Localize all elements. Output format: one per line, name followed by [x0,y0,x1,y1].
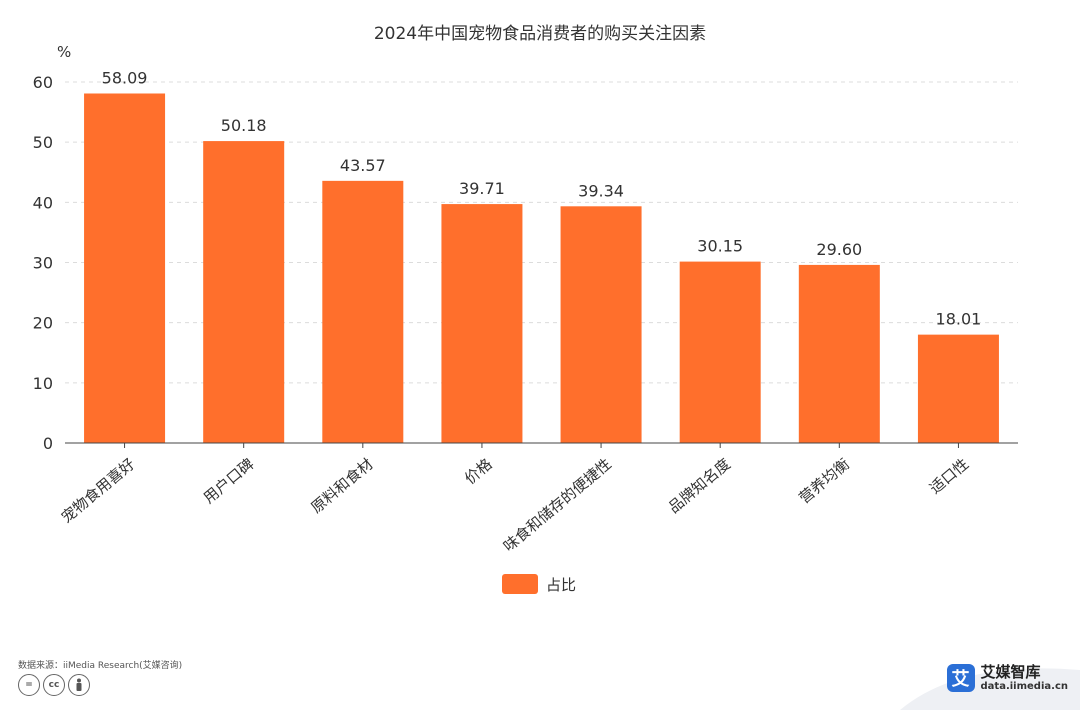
chart-title: 2024年中国宠物食品消费者的购买关注因素 [374,24,706,44]
value-label: 18.01 [936,310,982,329]
x-tick-label: 营养均衡 [796,455,854,507]
bar[interactable] [560,206,642,443]
value-labels: 58.09 50.18 43.57 39.71 39.34 30.15 29.60 18.01 [102,68,982,328]
bar[interactable] [441,204,523,443]
bar[interactable] [798,264,880,443]
license-icons: = cc [18,674,90,696]
x-tick-label: 价格 [461,455,496,488]
bar[interactable] [322,180,404,444]
y-axis-ticks: 0 10 20 30 40 50 60 [33,73,53,453]
y-axis-unit: % [57,43,71,61]
x-tick-label: 原料和食材 [308,455,377,517]
brand-wave-decoration [900,668,1080,710]
bars [84,93,999,444]
y-tick-label: 50 [33,133,53,152]
y-tick-label: 0 [43,434,53,453]
brand-logo-icon: 艾 [946,664,975,692]
cc-equal-icon: = [18,674,40,696]
y-tick-label: 20 [33,314,53,333]
x-tick-label: 适口性 [926,455,972,498]
value-label: 39.34 [578,181,624,200]
x-axis-ticks: 宠物食用喜好 用户口碑 原料和食材 价格 味食和储存的便捷性 品牌知名度 营养均衡 适口性 [58,443,972,555]
x-tick-label: 宠物食用喜好 [58,455,139,527]
value-label: 43.57 [340,156,386,175]
brand-url: data.iimedia.cn [980,680,1068,692]
y-tick-label: 40 [33,193,53,212]
legend[interactable]: 占比 [502,574,576,594]
y-tick-label: 60 [33,73,53,92]
bar[interactable] [203,141,285,443]
value-label: 58.09 [102,68,148,87]
bar[interactable] [84,93,166,444]
y-tick-label: 10 [33,374,53,393]
x-tick-label: 品牌知名度 [665,455,734,517]
footer-source: 数据来源：iiMedia Research(艾媒咨询) [18,661,183,671]
cc-person-icon [68,674,90,696]
value-label: 50.18 [221,116,267,135]
x-tick-label: 味食和储存的便捷性 [500,455,615,556]
legend-label: 占比 [546,576,576,594]
y-tick-label: 30 [33,254,53,273]
brand-name: 艾媒智库 [980,663,1041,682]
bar[interactable] [679,261,761,443]
x-tick-label: 用户口碑 [200,455,258,507]
legend-swatch [502,574,538,594]
bar[interactable] [917,334,999,443]
value-label: 29.60 [816,240,862,259]
value-label: 30.15 [697,237,743,256]
cc-license-icon: cc [43,674,65,696]
value-label: 39.71 [459,179,505,198]
brand: 艾 艾媒智库 data.iimedia.cn [946,663,1068,692]
